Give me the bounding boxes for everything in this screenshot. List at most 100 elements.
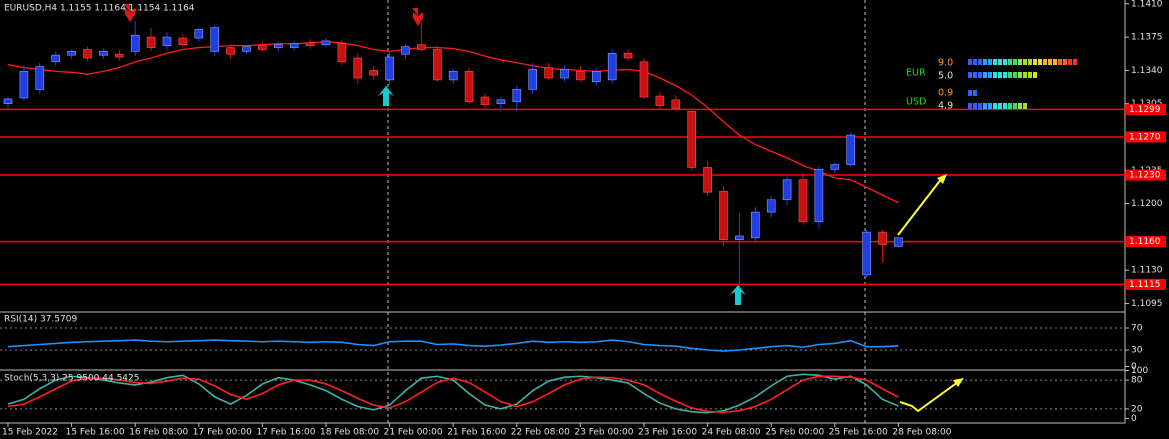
- candle-body: [862, 231, 871, 276]
- candle-body: [210, 27, 219, 52]
- x-tick-label: 15 Feb 16:00: [66, 428, 125, 438]
- candle-body: [305, 42, 315, 46]
- x-tick-label: 23 Feb 00:00: [574, 428, 633, 438]
- strength-value: 9.0: [938, 58, 953, 69]
- y-tick-label: 1.1410: [1131, 0, 1163, 9]
- strength-cell: [1018, 103, 1022, 109]
- candle-body: [51, 54, 61, 63]
- candle-body: [703, 167, 712, 193]
- strength-cell: [1033, 72, 1037, 78]
- candle-body: [242, 46, 251, 52]
- candle-body: [480, 96, 490, 105]
- candle-body: [178, 37, 188, 46]
- signal-arrows: [124, 4, 964, 413]
- level-tag: [1126, 236, 1166, 248]
- candle-body: [591, 71, 601, 83]
- strength-cell: [1033, 59, 1037, 65]
- candle-body: [560, 69, 569, 79]
- candle-body: [528, 69, 538, 90]
- strength-cell: [988, 103, 992, 109]
- projection-arrow: [899, 381, 959, 413]
- strength-cell: [1063, 59, 1067, 65]
- sell-arrow: [412, 8, 423, 26]
- strength-value: 4.9: [938, 101, 953, 112]
- y-tick-label: 30: [1131, 346, 1143, 356]
- y-tick-label: 20: [1131, 404, 1143, 414]
- candle-body: [162, 36, 172, 46]
- candle-body: [798, 179, 808, 222]
- candle-body: [830, 164, 840, 170]
- strength-cell: [978, 103, 982, 109]
- strength-cell: [993, 103, 997, 109]
- level-label: 1.1270: [1129, 132, 1161, 142]
- candle-body: [735, 235, 744, 241]
- strength-cell: [983, 103, 987, 109]
- level-tag: [1126, 169, 1166, 181]
- x-tick-label: 15 Feb 2022: [2, 428, 58, 438]
- candle-body: [878, 231, 887, 245]
- y-tick-label: 0: [1131, 362, 1137, 372]
- strength-cell: [1013, 103, 1017, 109]
- candle-body: [766, 199, 776, 213]
- candle-body: [576, 71, 585, 81]
- x-tick-label: 25 Feb 00:00: [765, 428, 824, 438]
- strength-cell: [998, 72, 1002, 78]
- strength-cell: [988, 72, 992, 78]
- candle-body: [273, 44, 283, 48]
- strength-cell: [983, 72, 987, 78]
- candle-body: [226, 47, 235, 55]
- strength-cell: [1068, 59, 1072, 65]
- y-tick-label: 0: [1131, 414, 1137, 424]
- strength-cell: [1048, 59, 1052, 65]
- strength-cell: [988, 59, 992, 65]
- strength-cell: [1018, 72, 1022, 78]
- chart-title: EURUSD,H4 1.1155 1.1164 1.1154 1.1164: [4, 4, 195, 14]
- strength-cell: [973, 90, 977, 96]
- strength-cell: [1003, 59, 1007, 65]
- x-tick-label: 17 Feb 16:00: [256, 428, 315, 438]
- candle-body: [35, 66, 45, 90]
- x-tick-label: 17 Feb 00:00: [193, 428, 252, 438]
- candle-body: [448, 71, 458, 81]
- strength-cell: [998, 103, 1002, 109]
- candle-body: [750, 211, 760, 239]
- x-tick-label: 25 Feb 16:00: [829, 428, 888, 438]
- strength-cell: [973, 72, 977, 78]
- candle-body: [289, 43, 299, 48]
- level-label: 1.1230: [1129, 171, 1161, 181]
- candle-body: [623, 52, 633, 59]
- candle-body: [258, 45, 267, 50]
- candle-body: [464, 71, 474, 103]
- y-tick-label: 1.1130: [1131, 266, 1163, 276]
- y-tick-label: 70: [1131, 324, 1143, 334]
- y-tick-label: 100: [1131, 366, 1148, 376]
- candle-body: [607, 52, 617, 81]
- strength-cell: [1013, 72, 1017, 78]
- candle-body: [496, 99, 506, 104]
- candle-body: [639, 61, 649, 98]
- candle-body: [814, 169, 824, 222]
- indicator-line: [7, 339, 899, 352]
- strength-cell: [968, 90, 972, 96]
- strength-value: 5.0: [938, 71, 953, 82]
- level-tag: [1126, 278, 1166, 290]
- strength-widget: EUR 9.0 5.0 USD 0.9 4.9: [906, 58, 1077, 112]
- candle-body: [19, 71, 29, 99]
- candle-body: [369, 70, 379, 76]
- buy-arrow: [730, 285, 746, 305]
- indicator-line: [7, 375, 899, 414]
- rsi-title: RSI(14) 37.5709: [4, 315, 77, 325]
- strength-cell: [968, 72, 972, 78]
- y-tick-label: 80: [1131, 376, 1143, 386]
- candle-body: [3, 98, 13, 104]
- strength-cell: [1023, 103, 1027, 109]
- x-tick-label: 28 Feb 08:00: [892, 428, 951, 438]
- candle-body: [544, 67, 553, 79]
- strength-cell: [1013, 59, 1017, 65]
- level-label: 1.1299: [1129, 105, 1161, 115]
- y-tick-label: 1.1340: [1131, 66, 1163, 76]
- strength-cell: [1073, 59, 1077, 65]
- candle-body: [512, 89, 522, 103]
